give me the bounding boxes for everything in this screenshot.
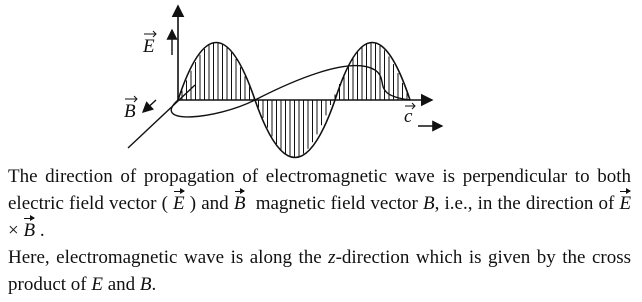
symbol: E bbox=[91, 274, 103, 295]
e-label: E bbox=[142, 36, 155, 57]
symbol: z bbox=[328, 247, 336, 268]
wave-diagram: E B c bbox=[124, 4, 444, 159]
paragraph: Here, electromagnetic wave is along the … bbox=[8, 244, 631, 298]
text: . bbox=[151, 274, 157, 295]
vector: E bbox=[173, 188, 185, 217]
vector: E bbox=[619, 188, 631, 217]
vector: B bbox=[23, 215, 35, 244]
text: -direction which is given by the cross p… bbox=[8, 247, 632, 295]
text: Here, electromagnetic wave is along the bbox=[8, 247, 322, 268]
text: ) and bbox=[189, 193, 229, 214]
paragraph: The direction of propagation of electrom… bbox=[8, 163, 631, 244]
vector-arrow bbox=[405, 102, 416, 110]
text: and bbox=[107, 274, 136, 295]
text: magnetic field vector bbox=[255, 193, 418, 214]
c-label: c bbox=[404, 106, 413, 127]
b-arrow bbox=[141, 99, 157, 113]
text: , i.e., in the direction of bbox=[434, 193, 615, 214]
symbol: B bbox=[423, 193, 435, 214]
vector: B bbox=[234, 188, 245, 217]
operator: × bbox=[8, 220, 19, 241]
vector-arrow bbox=[125, 95, 138, 103]
field-hatching bbox=[181, 42, 408, 158]
magnetic-wave bbox=[170, 65, 411, 118]
body-text: The direction of propagation of electrom… bbox=[8, 163, 631, 298]
b-label: B bbox=[124, 101, 136, 122]
text: . bbox=[39, 220, 45, 241]
vector-arrow bbox=[144, 30, 157, 38]
symbol: B bbox=[139, 274, 152, 295]
electric-wave bbox=[177, 41, 411, 159]
text: The direction of propagation of electrom… bbox=[8, 166, 631, 214]
depth-axis bbox=[127, 84, 196, 149]
